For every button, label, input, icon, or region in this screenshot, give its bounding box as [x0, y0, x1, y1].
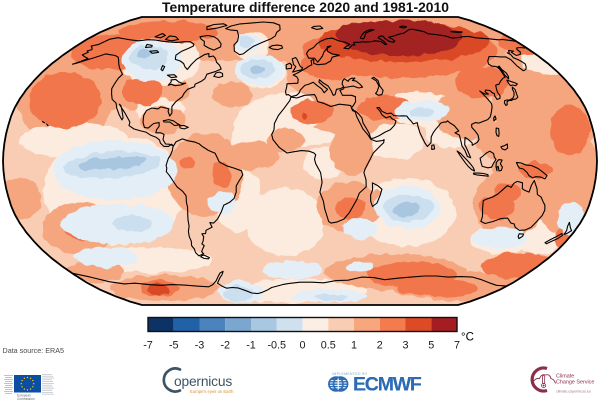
svg-text:-5: -5	[169, 340, 179, 352]
svg-text:-2: -2	[220, 340, 230, 352]
svg-text:Data source: ERA5: Data source: ERA5	[3, 346, 65, 355]
svg-text:5: 5	[428, 340, 434, 352]
svg-text:0: 0	[299, 340, 305, 352]
svg-text:Commission: Commission	[17, 397, 35, 400]
svg-text:-3: -3	[195, 340, 205, 352]
svg-text:Europe's eyes on Earth: Europe's eyes on Earth	[190, 389, 234, 394]
svg-text:°C: °C	[461, 332, 474, 344]
svg-text:Temperature difference 2020 an: Temperature difference 2020 and 1981-201…	[162, 0, 449, 15]
svg-text:7: 7	[454, 340, 460, 352]
svg-text:ECMWF: ECMWF	[353, 374, 422, 396]
svg-text:climate.copernicus.eu: climate.copernicus.eu	[556, 390, 591, 394]
svg-text:Climate: Climate	[556, 374, 574, 380]
svg-text:Change Service: Change Service	[556, 380, 594, 386]
svg-text:-0.5: -0.5	[267, 340, 286, 352]
svg-text:3: 3	[402, 340, 408, 352]
svg-text:ECMWF: ECMWF	[353, 374, 422, 396]
svg-text:1: 1	[351, 340, 357, 352]
svg-text:European: European	[17, 394, 31, 398]
svg-text:-7: -7	[143, 340, 153, 352]
svg-text:0.5: 0.5	[321, 340, 336, 352]
svg-text:-1: -1	[246, 340, 256, 352]
svg-text:IMPLEMENTED BY: IMPLEMENTED BY	[332, 372, 368, 376]
svg-text:opernicus: opernicus	[174, 374, 232, 389]
svg-text:2: 2	[377, 340, 383, 352]
